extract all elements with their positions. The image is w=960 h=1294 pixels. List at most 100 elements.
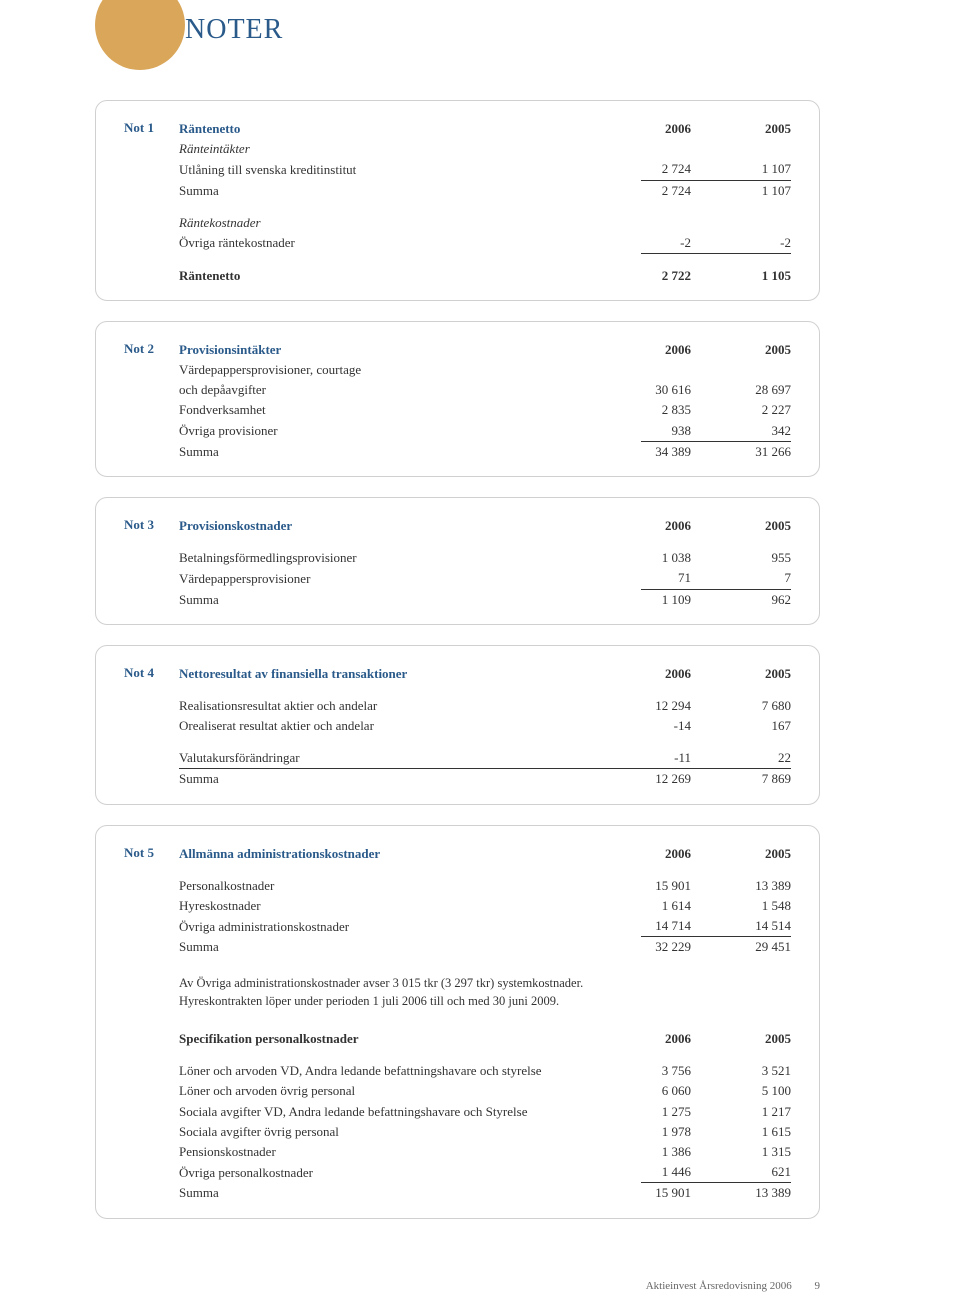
row-label: Övriga administrationskostnader: [179, 916, 641, 937]
row-label: Sociala avgifter övrig personal: [179, 1122, 641, 1142]
note-3-container: Not 3 Provisionskostnader 2006 2005 Beta…: [95, 497, 820, 625]
row-value: 14 514: [721, 916, 791, 937]
row-label: Fondverksamhet: [179, 400, 641, 420]
row-value: 2 227: [721, 400, 791, 420]
note-3-table: Provisionskostnader 2006 2005 Betalnings…: [179, 516, 791, 610]
note-label: Not 5: [124, 844, 179, 862]
row-value: 1 107: [721, 159, 791, 180]
note-body: Allmänna administrationskostnader 2006 2…: [179, 844, 791, 1204]
page-title: NOTER: [185, 10, 283, 49]
row-value: 15 901: [641, 1183, 721, 1204]
note-1-table: Räntenetto 2006 2005 Ränteintäkter Utlån…: [179, 119, 791, 286]
note-title: Provisionsintäkter: [179, 340, 641, 360]
row-value: 1 614: [641, 896, 721, 916]
row-label: Värdepappersprovisioner, courtage: [179, 360, 641, 380]
row-label: Summa: [179, 180, 641, 201]
row-value: 6 060: [641, 1081, 721, 1101]
row-value: 29 451: [721, 937, 791, 958]
row-value: 3 521: [721, 1061, 791, 1081]
row-value: 12 269: [641, 769, 721, 790]
footnote-line-2: Hyreskontrakten löper under perioden 1 j…: [179, 994, 559, 1008]
row-label: Löner och arvoden övrig personal: [179, 1081, 641, 1101]
row-value: 2 724: [641, 180, 721, 201]
year-col-2: 2005: [721, 516, 791, 536]
row-value: 1 446: [641, 1162, 721, 1183]
row-label: Pensionskostnader: [179, 1142, 641, 1162]
note-title: Allmänna administrationskostnader: [179, 844, 641, 864]
row-label: Hyreskostnader: [179, 896, 641, 916]
row-value: -2: [721, 233, 791, 254]
row-value: 22: [721, 748, 791, 769]
note-label: Not 3: [124, 516, 179, 534]
row-label: Övriga personalkostnader: [179, 1162, 641, 1183]
row-value: 5 100: [721, 1081, 791, 1101]
row-value: 12 294: [641, 696, 721, 716]
row-label: Personalkostnader: [179, 876, 641, 896]
row-value: 1 978: [641, 1122, 721, 1142]
header-circle-decoration: [95, 0, 185, 70]
row-value: 342: [721, 421, 791, 442]
row-label: Räntekostnader: [179, 213, 641, 233]
year-col-1: 2006: [641, 119, 721, 139]
year-col-2: 2005: [721, 340, 791, 360]
row-value: -2: [641, 233, 721, 254]
row-label: Summa: [179, 1183, 641, 1204]
page-footer: Aktieinvest Årsredovisning 2006 9: [0, 1279, 960, 1294]
row-value: 7: [721, 568, 791, 589]
row-value: 13 389: [721, 1183, 791, 1204]
row-value: 938: [641, 421, 721, 442]
row-value: 2 724: [641, 159, 721, 180]
row-label: Summa: [179, 769, 641, 790]
row-value: 1 275: [641, 1102, 721, 1122]
row-label: Räntenetto: [179, 266, 641, 286]
row-label: Orealiserat resultat aktier och andelar: [179, 716, 641, 736]
year-col-2: 2005: [721, 844, 791, 864]
note-4-table: Nettoresultat av finansiella transaktion…: [179, 664, 791, 790]
note-label: Not 1: [124, 119, 179, 137]
row-value: 1 105: [721, 266, 791, 286]
note-2-container: Not 2 Provisionsintäkter 2006 2005 Värde…: [95, 321, 820, 477]
row-value: 1 107: [721, 180, 791, 201]
year-col-1: 2006: [641, 844, 721, 864]
row-label: Summa: [179, 937, 641, 958]
footnote-text: Av Övriga administrationskostnader avser…: [179, 974, 791, 1012]
row-value: 1 038: [641, 548, 721, 568]
row-label: Värdepappersprovisioner: [179, 568, 641, 589]
year-col-1: 2006: [641, 516, 721, 536]
note-title: Räntenetto: [179, 119, 641, 139]
row-label: Valutakursförändringar: [179, 748, 641, 769]
row-value: 962: [721, 589, 791, 610]
row-value: -11: [641, 748, 721, 769]
footnote-line-1: Av Övriga administrationskostnader avser…: [179, 976, 583, 990]
year-col-2: 2005: [721, 1029, 791, 1049]
note-1-container: Not 1 Räntenetto 2006 2005 Ränteintäkter…: [95, 100, 820, 301]
note-5-spec-table: Specifikation personalkostnader 2006 200…: [179, 1029, 791, 1204]
spec-title: Specifikation personalkostnader: [179, 1029, 641, 1049]
row-value: 15 901: [641, 876, 721, 896]
row-label: Summa: [179, 589, 641, 610]
year-col-1: 2006: [641, 664, 721, 684]
note-label: Not 2: [124, 340, 179, 358]
row-value: 7 869: [721, 769, 791, 790]
row-value: 1 615: [721, 1122, 791, 1142]
note-4-container: Not 4 Nettoresultat av finansiella trans…: [95, 645, 820, 805]
row-label: och depåavgifter: [179, 380, 641, 400]
note-5-container: Not 5 Allmänna administrationskostnader …: [95, 825, 820, 1219]
note-body: Nettoresultat av finansiella transaktion…: [179, 664, 791, 790]
row-value: 14 714: [641, 916, 721, 937]
footer-text: Aktieinvest Årsredovisning 2006: [646, 1280, 792, 1292]
year-col-2: 2005: [721, 664, 791, 684]
row-value: 621: [721, 1162, 791, 1183]
row-value: 30 616: [641, 380, 721, 400]
note-body: Provisionsintäkter 2006 2005 Värdepapper…: [179, 340, 791, 462]
page-number: 9: [815, 1279, 821, 1294]
row-label: Löner och arvoden VD, Andra ledande befa…: [179, 1061, 641, 1081]
row-value: 7 680: [721, 696, 791, 716]
note-title: Provisionskostnader: [179, 516, 641, 536]
row-label: Övriga räntekostnader: [179, 233, 641, 254]
note-title: Nettoresultat av finansiella transaktion…: [179, 664, 641, 684]
row-value: 1 315: [721, 1142, 791, 1162]
row-value: 1 548: [721, 896, 791, 916]
row-label: Betalningsförmedlingsprovisioner: [179, 548, 641, 568]
note-5-table: Allmänna administrationskostnader 2006 2…: [179, 844, 791, 958]
